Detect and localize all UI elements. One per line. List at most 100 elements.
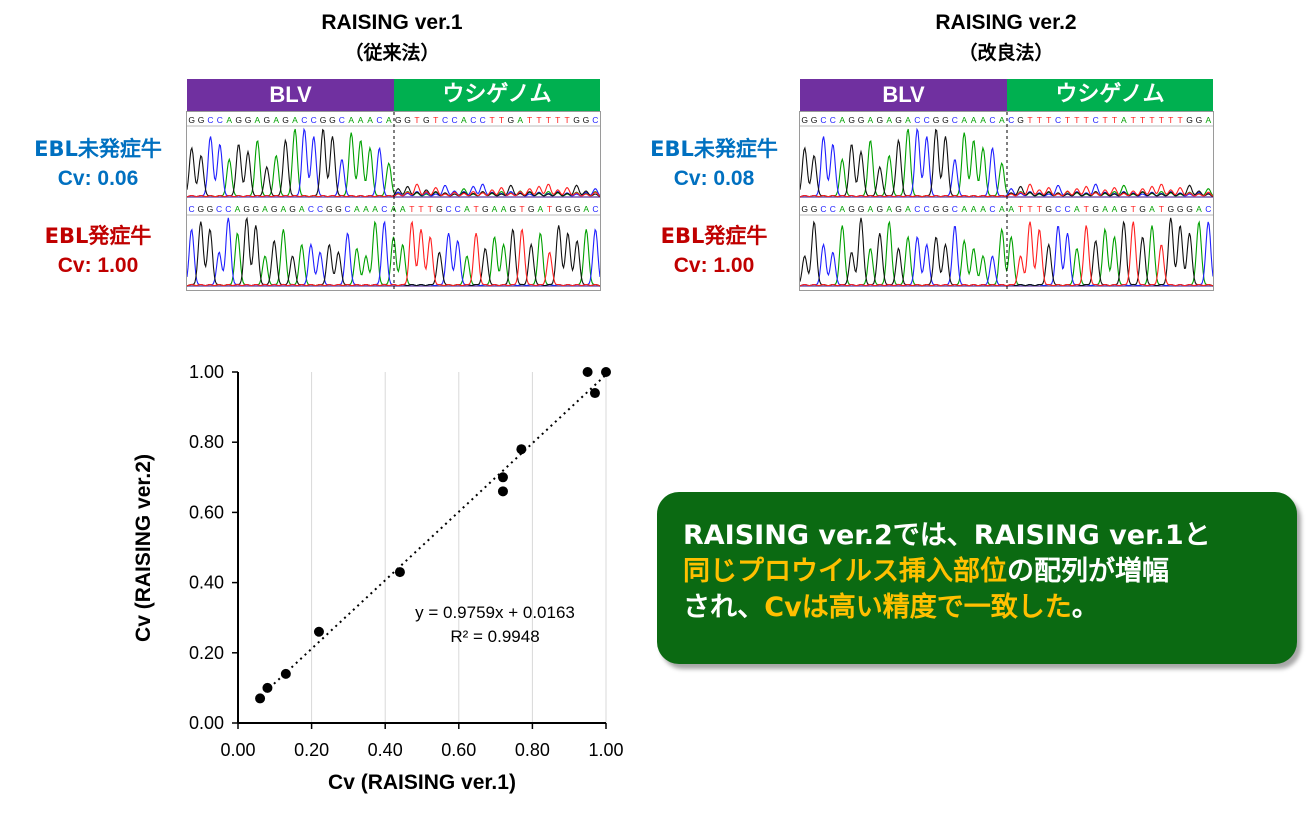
base-letter: G <box>801 115 808 125</box>
panel1-region-bar: BLV ウシゲノム <box>187 79 600 111</box>
base-letter: C <box>311 115 317 125</box>
sample-name: EBL未発症牛 <box>34 137 162 161</box>
sample-cv: Cv: 0.08 <box>673 167 755 190</box>
base-letter: A <box>839 115 845 125</box>
base-letter: A <box>273 115 279 125</box>
base-letter: G <box>848 115 855 125</box>
base-letter: G <box>858 115 865 125</box>
summary-callout: RAISING ver.2では、RAISING ver.1と 同じプロウイルス挿… <box>657 492 1297 664</box>
base-letter: C <box>455 204 461 214</box>
base-letter: G <box>555 204 562 214</box>
base-letter: G <box>895 204 902 214</box>
x-tick-label: 0.60 <box>441 740 476 760</box>
data-point <box>497 486 508 497</box>
base-letter: G <box>876 204 883 214</box>
base-letter: A <box>363 204 369 214</box>
trend-r-squared: R² = 0.9948 <box>450 627 539 646</box>
callout-line3: され、Cvは高い精度で一致した。 <box>683 590 1267 626</box>
base-letter: A <box>961 204 967 214</box>
base-letter: C <box>1055 204 1061 214</box>
base-letter: T <box>1084 204 1089 214</box>
base-letter: T <box>418 204 423 214</box>
base-letter: A <box>517 115 523 125</box>
data-point <box>582 367 593 377</box>
base-letter: A <box>905 115 911 125</box>
base-letter: T <box>1037 204 1042 214</box>
base-letter: G <box>326 204 333 214</box>
base-letter: G <box>811 115 818 125</box>
base-letter: C <box>952 204 958 214</box>
x-tick-label: 0.40 <box>368 740 403 760</box>
base-letter: T <box>555 115 560 125</box>
base-letter: G <box>848 204 855 214</box>
base-letter: A <box>492 204 498 214</box>
base-letter: C <box>451 115 457 125</box>
base-letter: A <box>999 204 1005 214</box>
base-letter: T <box>1140 115 1145 125</box>
base-letter: C <box>952 115 958 125</box>
base-letter: G <box>245 115 252 125</box>
base-letter: A <box>886 204 892 214</box>
base-letter: T <box>1159 115 1164 125</box>
y-tick-label: 1.00 <box>189 362 224 382</box>
base-letter: G <box>1092 204 1099 214</box>
data-point <box>255 693 266 704</box>
base-letter: T <box>1084 115 1089 125</box>
sample-name: EBL発症牛 <box>660 224 768 248</box>
base-letter: A <box>839 204 845 214</box>
panel2-title: RAISING ver.2 <box>935 11 1077 34</box>
base-letter: T <box>433 115 438 125</box>
base-letter: T <box>1178 115 1183 125</box>
x-tick-label: 0.80 <box>515 740 550 760</box>
base-letter: G <box>235 115 242 125</box>
base-letter: G <box>1167 204 1174 214</box>
base-letter: C <box>1064 204 1070 214</box>
panel1-blv-region: BLV <box>187 79 394 111</box>
base-letter: A <box>538 204 544 214</box>
base-letter: T <box>1074 115 1079 125</box>
base-letter: G <box>508 115 515 125</box>
callout-highlight: 同じプロウイルス挿入部位 <box>683 556 1007 587</box>
base-letter: G <box>933 115 940 125</box>
base-letter: A <box>980 115 986 125</box>
data-point <box>497 472 508 483</box>
base-letter: A <box>386 115 392 125</box>
trace-line <box>799 221 1214 287</box>
base-letter: C <box>989 204 995 214</box>
base-letter: G <box>335 204 342 214</box>
x-tick-label: 0.20 <box>294 740 329 760</box>
panel2-subtitle: （改良法） <box>958 42 1054 64</box>
base-letter: C <box>381 204 387 214</box>
base-letter: A <box>1149 204 1155 214</box>
trace-line <box>186 220 601 287</box>
base-letter: G <box>207 204 214 214</box>
base-letter: A <box>1074 204 1080 214</box>
base-letter: G <box>1121 204 1128 214</box>
base-letter: T <box>1027 115 1032 125</box>
base-letter: A <box>348 115 354 125</box>
chart-axes: 0.00 0.20 0.40 0.60 0.80 1.00 0.00 0.20 0.40 0.60… <box>189 362 624 760</box>
base-letter: G <box>289 204 296 214</box>
base-letter: C <box>225 204 231 214</box>
sample-cv: Cv: 1.00 <box>57 254 139 277</box>
panel1-host-region: ウシゲノム <box>394 79 600 111</box>
base-letter: C <box>592 115 598 125</box>
base-letter: G <box>574 204 581 214</box>
data-point <box>516 444 527 455</box>
callout-text: の配列が増幅 <box>1007 556 1169 587</box>
base-letter: T <box>1102 115 1107 125</box>
base-letter: C <box>1093 115 1099 125</box>
panel2-host-region: ウシゲノム <box>1007 79 1213 111</box>
sample-name: EBL発症牛 <box>44 224 152 248</box>
base-letter: A <box>886 115 892 125</box>
x-tick-label: 0.00 <box>220 740 255 760</box>
base-letter: C <box>989 115 995 125</box>
base-letter: A <box>226 115 232 125</box>
base-letter: C <box>207 115 213 125</box>
base-letter: A <box>583 204 589 214</box>
sample-name: EBL未発症牛 <box>650 137 778 161</box>
base-letter: T <box>489 115 494 125</box>
base-letter: A <box>372 204 378 214</box>
base-letter: C <box>924 204 930 214</box>
